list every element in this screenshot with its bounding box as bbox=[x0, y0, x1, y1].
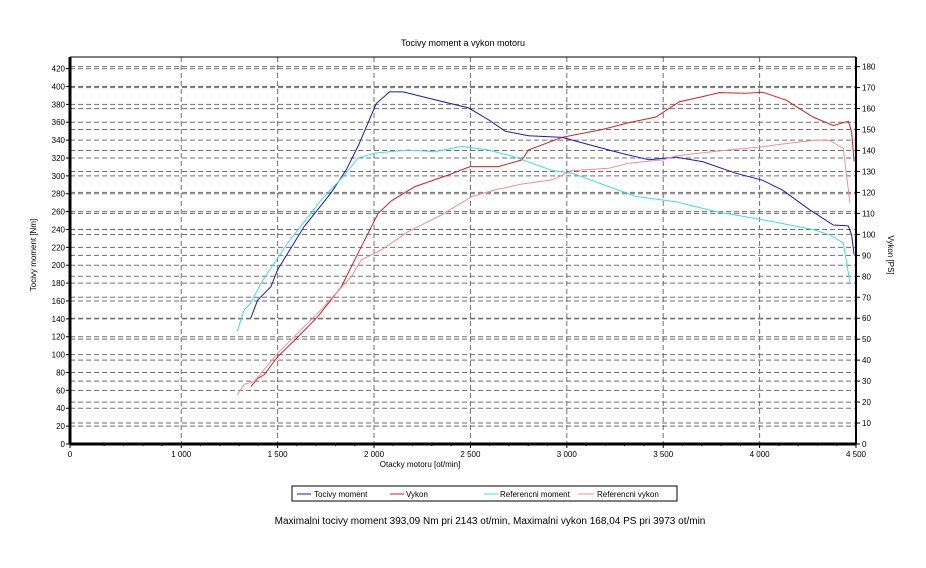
y2-tick-label: 100 bbox=[862, 230, 876, 239]
x-axis-label: Otacky motoru [ot/min] bbox=[380, 460, 460, 469]
y-tick-label: 160 bbox=[52, 297, 66, 306]
y-tick-label: 340 bbox=[52, 136, 66, 145]
y-tick-label: 140 bbox=[52, 315, 66, 324]
x-tick-label: 1 500 bbox=[268, 450, 289, 459]
y2-tick-label: 70 bbox=[862, 293, 871, 302]
y-tick-label: 400 bbox=[52, 82, 66, 91]
y2-tick-label: 150 bbox=[862, 126, 876, 135]
y-tick-label: 20 bbox=[56, 422, 65, 431]
y-tick-label: 200 bbox=[52, 261, 66, 270]
x-tick-label: 3 500 bbox=[653, 450, 674, 459]
legend-label-ref-power: Referencni vykon bbox=[597, 490, 659, 499]
x-tick-label: 4 500 bbox=[846, 450, 867, 459]
y-tick-label: 360 bbox=[52, 118, 66, 127]
x-tick-label: 2 500 bbox=[460, 450, 481, 459]
y2-tick-label: 40 bbox=[862, 356, 871, 365]
y-tick-label: 0 bbox=[61, 440, 66, 449]
x-tick-label: 4 000 bbox=[750, 450, 771, 459]
chart-title: Tocivy moment a vykon motoru bbox=[401, 38, 525, 48]
y2-tick-label: 120 bbox=[862, 188, 876, 197]
series-line-referencni-vykon bbox=[236, 139, 851, 396]
x-tick-label: 2 000 bbox=[364, 450, 385, 459]
y-tick-label: 180 bbox=[52, 279, 66, 288]
series-line-tocivy-moment bbox=[250, 91, 855, 319]
x-tick-label: 0 bbox=[68, 450, 73, 459]
y-tick-label: 420 bbox=[52, 65, 66, 74]
y2-tick-label: 90 bbox=[862, 251, 871, 260]
axes: 0204060801001201401601802002202402602803… bbox=[52, 56, 876, 459]
series-line-referencni-moment bbox=[236, 145, 851, 332]
y2-tick-label: 20 bbox=[862, 398, 871, 407]
y2-tick-label: 30 bbox=[862, 377, 871, 386]
y-tick-label: 60 bbox=[56, 386, 65, 395]
legend: Tocivy moment Vykon Referencni moment Re… bbox=[291, 485, 678, 502]
y-tick-label: 300 bbox=[52, 172, 66, 181]
y-tick-label: 380 bbox=[52, 100, 66, 109]
y-tick-label: 220 bbox=[52, 243, 66, 252]
y2-tick-label: 160 bbox=[862, 105, 876, 114]
x-tick-label: 1 000 bbox=[171, 450, 192, 459]
y2-tick-label: 50 bbox=[862, 335, 871, 344]
summary-text: Maximalni tocivy moment 393,09 Nm pri 21… bbox=[275, 516, 706, 527]
y-tick-label: 280 bbox=[52, 190, 66, 199]
series-line-vykon bbox=[250, 91, 855, 388]
y2-tick-label: 0 bbox=[862, 440, 867, 449]
y2-tick-label: 140 bbox=[862, 147, 876, 156]
y-tick-label: 260 bbox=[52, 208, 66, 217]
y-tick-label: 320 bbox=[52, 154, 66, 163]
y2-tick-label: 110 bbox=[862, 209, 875, 218]
y2-tick-label: 180 bbox=[862, 63, 876, 72]
y-tick-label: 120 bbox=[52, 333, 66, 342]
y-tick-label: 240 bbox=[52, 225, 66, 234]
x-tick-label: 3 000 bbox=[557, 450, 578, 459]
y-axis-label: Tocivy moment [Nm] bbox=[29, 219, 38, 291]
legend-label-ref-torque: Referencni moment bbox=[500, 490, 571, 499]
y-tick-label: 80 bbox=[56, 368, 65, 377]
y2-axis-label: Vykon [PS] bbox=[886, 235, 895, 274]
y-tick-label: 100 bbox=[52, 351, 66, 360]
series-lines bbox=[236, 91, 855, 396]
legend-label-torque: Tocivy moment bbox=[314, 490, 368, 499]
y2-tick-label: 60 bbox=[862, 314, 871, 323]
y2-tick-label: 170 bbox=[862, 84, 876, 93]
y2-tick-label: 130 bbox=[862, 167, 876, 176]
y-tick-label: 40 bbox=[56, 404, 65, 413]
legend-label-power: Vykon bbox=[406, 490, 428, 499]
grid bbox=[70, 57, 856, 444]
y2-tick-label: 80 bbox=[862, 272, 871, 281]
y2-tick-label: 10 bbox=[862, 419, 871, 428]
